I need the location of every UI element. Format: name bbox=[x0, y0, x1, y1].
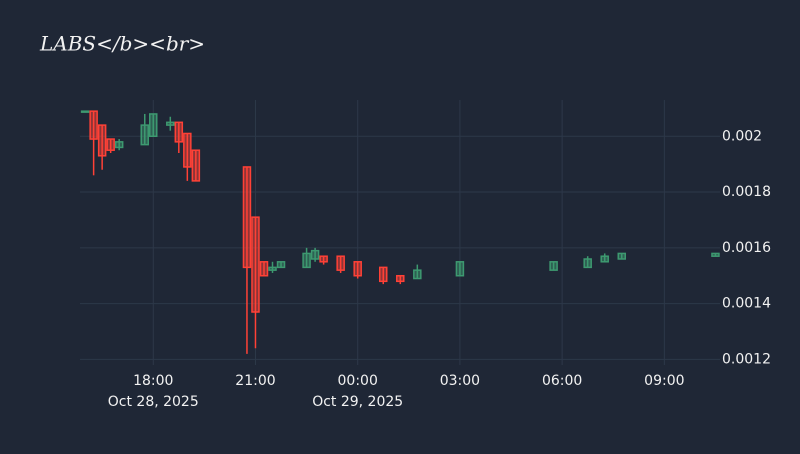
candle-body bbox=[191, 149, 201, 182]
y-tick-label: 0.0018 bbox=[722, 184, 771, 200]
x-tick-label: Oct 29, 2025 bbox=[312, 394, 403, 410]
candle-body bbox=[174, 121, 184, 143]
y-tick-label: 0.0016 bbox=[722, 240, 771, 256]
x-tick-label: Oct 28, 2025 bbox=[108, 394, 199, 410]
candle-body bbox=[711, 252, 720, 257]
x-tick-label: 06:00 bbox=[542, 373, 582, 389]
candle-body bbox=[413, 269, 422, 280]
candle-body bbox=[242, 166, 252, 269]
candle-body bbox=[140, 124, 149, 146]
candle-body bbox=[89, 110, 98, 140]
candle-body bbox=[97, 124, 107, 157]
y-tick-label: 0.0014 bbox=[722, 296, 771, 312]
candle-body bbox=[600, 255, 609, 263]
candle-body bbox=[583, 258, 592, 269]
candle-body bbox=[353, 261, 362, 277]
x-tick-label: 00:00 bbox=[338, 373, 378, 389]
candle-body bbox=[319, 255, 328, 263]
candle-body bbox=[302, 252, 311, 269]
candle-body bbox=[378, 266, 388, 283]
x-tick-label: 21:00 bbox=[235, 373, 275, 389]
x-tick-label: 03:00 bbox=[440, 373, 480, 389]
candle-body bbox=[166, 121, 175, 126]
chart-title: LABS</b><br> bbox=[39, 32, 205, 56]
candle-body bbox=[259, 261, 269, 277]
candle-body bbox=[310, 249, 320, 260]
candle-body bbox=[106, 138, 115, 151]
candle-body bbox=[114, 141, 124, 149]
candle-body bbox=[276, 261, 286, 269]
y-tick-label: 0.002 bbox=[722, 128, 762, 144]
x-tick-label: 09:00 bbox=[644, 373, 684, 389]
candle-body bbox=[268, 266, 277, 271]
candle-body bbox=[149, 113, 158, 138]
x-tick-label: 18:00 bbox=[133, 373, 173, 389]
candle-body bbox=[80, 110, 90, 113]
y-tick-label: 0.0012 bbox=[722, 351, 771, 367]
candle-body bbox=[617, 252, 627, 260]
candle-body bbox=[455, 261, 465, 277]
candle-body bbox=[336, 255, 345, 271]
candle-body bbox=[251, 216, 260, 313]
candle-body bbox=[549, 261, 558, 271]
candle-body bbox=[396, 274, 405, 283]
candle-body bbox=[183, 132, 192, 168]
